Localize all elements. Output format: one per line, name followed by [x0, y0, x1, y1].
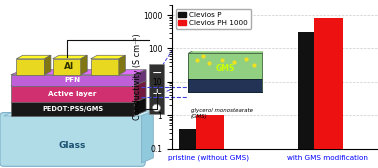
Polygon shape	[119, 55, 125, 75]
Polygon shape	[16, 55, 51, 59]
Polygon shape	[81, 55, 87, 75]
Text: glycerol monostearate
(GMS): glycerol monostearate (GMS)	[191, 109, 253, 119]
Polygon shape	[189, 53, 263, 79]
Polygon shape	[11, 97, 146, 102]
Text: Active layer: Active layer	[48, 91, 97, 97]
Polygon shape	[11, 86, 134, 102]
Polygon shape	[53, 59, 81, 75]
Polygon shape	[134, 70, 146, 86]
Polygon shape	[189, 79, 263, 92]
Bar	[149, 64, 164, 114]
Polygon shape	[134, 97, 146, 116]
Bar	[297, 32, 326, 168]
Polygon shape	[11, 70, 146, 75]
Text: +: +	[151, 87, 162, 100]
Polygon shape	[53, 55, 87, 59]
FancyBboxPatch shape	[0, 113, 145, 166]
Text: PEDOT:PSS/GMS: PEDOT:PSS/GMS	[42, 106, 103, 112]
Polygon shape	[11, 81, 146, 86]
Text: GMS: GMS	[216, 64, 235, 73]
Text: Al: Al	[64, 62, 74, 71]
Polygon shape	[189, 51, 267, 53]
Polygon shape	[11, 102, 134, 116]
Polygon shape	[45, 55, 51, 75]
Polygon shape	[11, 75, 134, 86]
Polygon shape	[16, 59, 45, 75]
Bar	[195, 115, 224, 168]
Polygon shape	[91, 59, 119, 75]
Bar	[314, 18, 343, 168]
Polygon shape	[141, 111, 153, 163]
Polygon shape	[91, 55, 125, 59]
Text: Glass: Glass	[59, 141, 86, 150]
Polygon shape	[4, 111, 153, 116]
Polygon shape	[134, 81, 146, 102]
Text: −: −	[151, 67, 162, 80]
Circle shape	[152, 104, 161, 112]
Polygon shape	[263, 51, 267, 92]
Bar	[179, 129, 207, 168]
Text: PFN: PFN	[65, 77, 81, 83]
Y-axis label: Conductivity (S cm⁻¹): Conductivity (S cm⁻¹)	[133, 33, 141, 120]
Legend: Clevios P, Clevios PH 1000: Clevios P, Clevios PH 1000	[176, 9, 251, 29]
